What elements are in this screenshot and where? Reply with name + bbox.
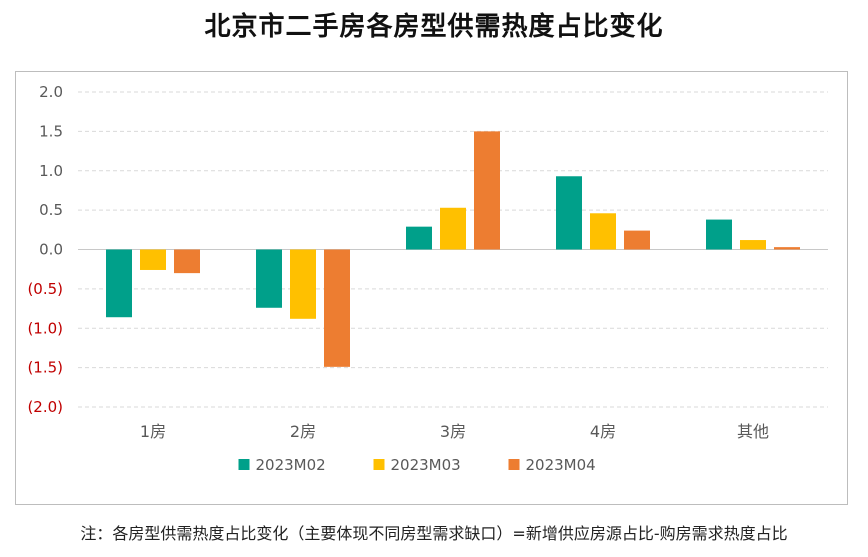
bar: [740, 240, 766, 250]
y-tick-label: (0.5): [27, 280, 63, 298]
chart-frame: 2.0 1.5 1.0 0.5 0.0 (0.5) (1.0) (1.5) (2.0) 1房 2房 3…: [15, 71, 848, 505]
bar: [474, 131, 500, 250]
legend-swatch: [508, 459, 520, 470]
bar: [140, 249, 166, 270]
bar: [290, 249, 316, 319]
y-tick-label: 1.5: [39, 122, 63, 140]
bar: [256, 249, 282, 308]
x-tick-label: 4房: [590, 422, 616, 441]
x-tick-label: 其他: [737, 422, 769, 441]
x-tick-label: 2房: [290, 422, 316, 441]
bar: [556, 176, 582, 250]
y-tick-label: 0.5: [39, 201, 63, 219]
legend-swatch: [373, 459, 385, 470]
y-tick-label: 2.0: [39, 83, 63, 101]
legend-swatch: [238, 459, 250, 470]
bar: [440, 207, 466, 250]
y-tick-label: 1.0: [39, 162, 63, 180]
bar: [774, 247, 800, 250]
bar: [624, 230, 650, 250]
y-tick-label: (1.5): [27, 359, 63, 377]
x-tick-label: 1房: [140, 422, 166, 441]
footnote: 注：各房型供需热度占比变化（主要体现不同房型需求缺口）=新增供应房源占比-购房需…: [80, 524, 788, 543]
bar: [324, 249, 350, 367]
bar-chart: 2.0 1.5 1.0 0.5 0.0 (0.5) (1.0) (1.5) (2.0) 1房 2房 3…: [27, 83, 828, 474]
y-tick-label: (1.0): [27, 319, 63, 337]
bar: [174, 249, 200, 274]
legend-label: 2023M04: [526, 456, 596, 474]
y-tick-label: 0.0: [39, 241, 63, 259]
bar: [406, 226, 432, 250]
y-tick-label: (2.0): [27, 398, 63, 416]
chart-title: 北京市二手房各房型供需热度占比变化: [204, 12, 664, 42]
legend-label: 2023M02: [256, 456, 326, 474]
x-tick-label: 3房: [440, 422, 466, 441]
bar: [706, 219, 732, 250]
bar: [590, 213, 616, 250]
legend-label: 2023M03: [391, 456, 461, 474]
bar: [106, 249, 132, 318]
